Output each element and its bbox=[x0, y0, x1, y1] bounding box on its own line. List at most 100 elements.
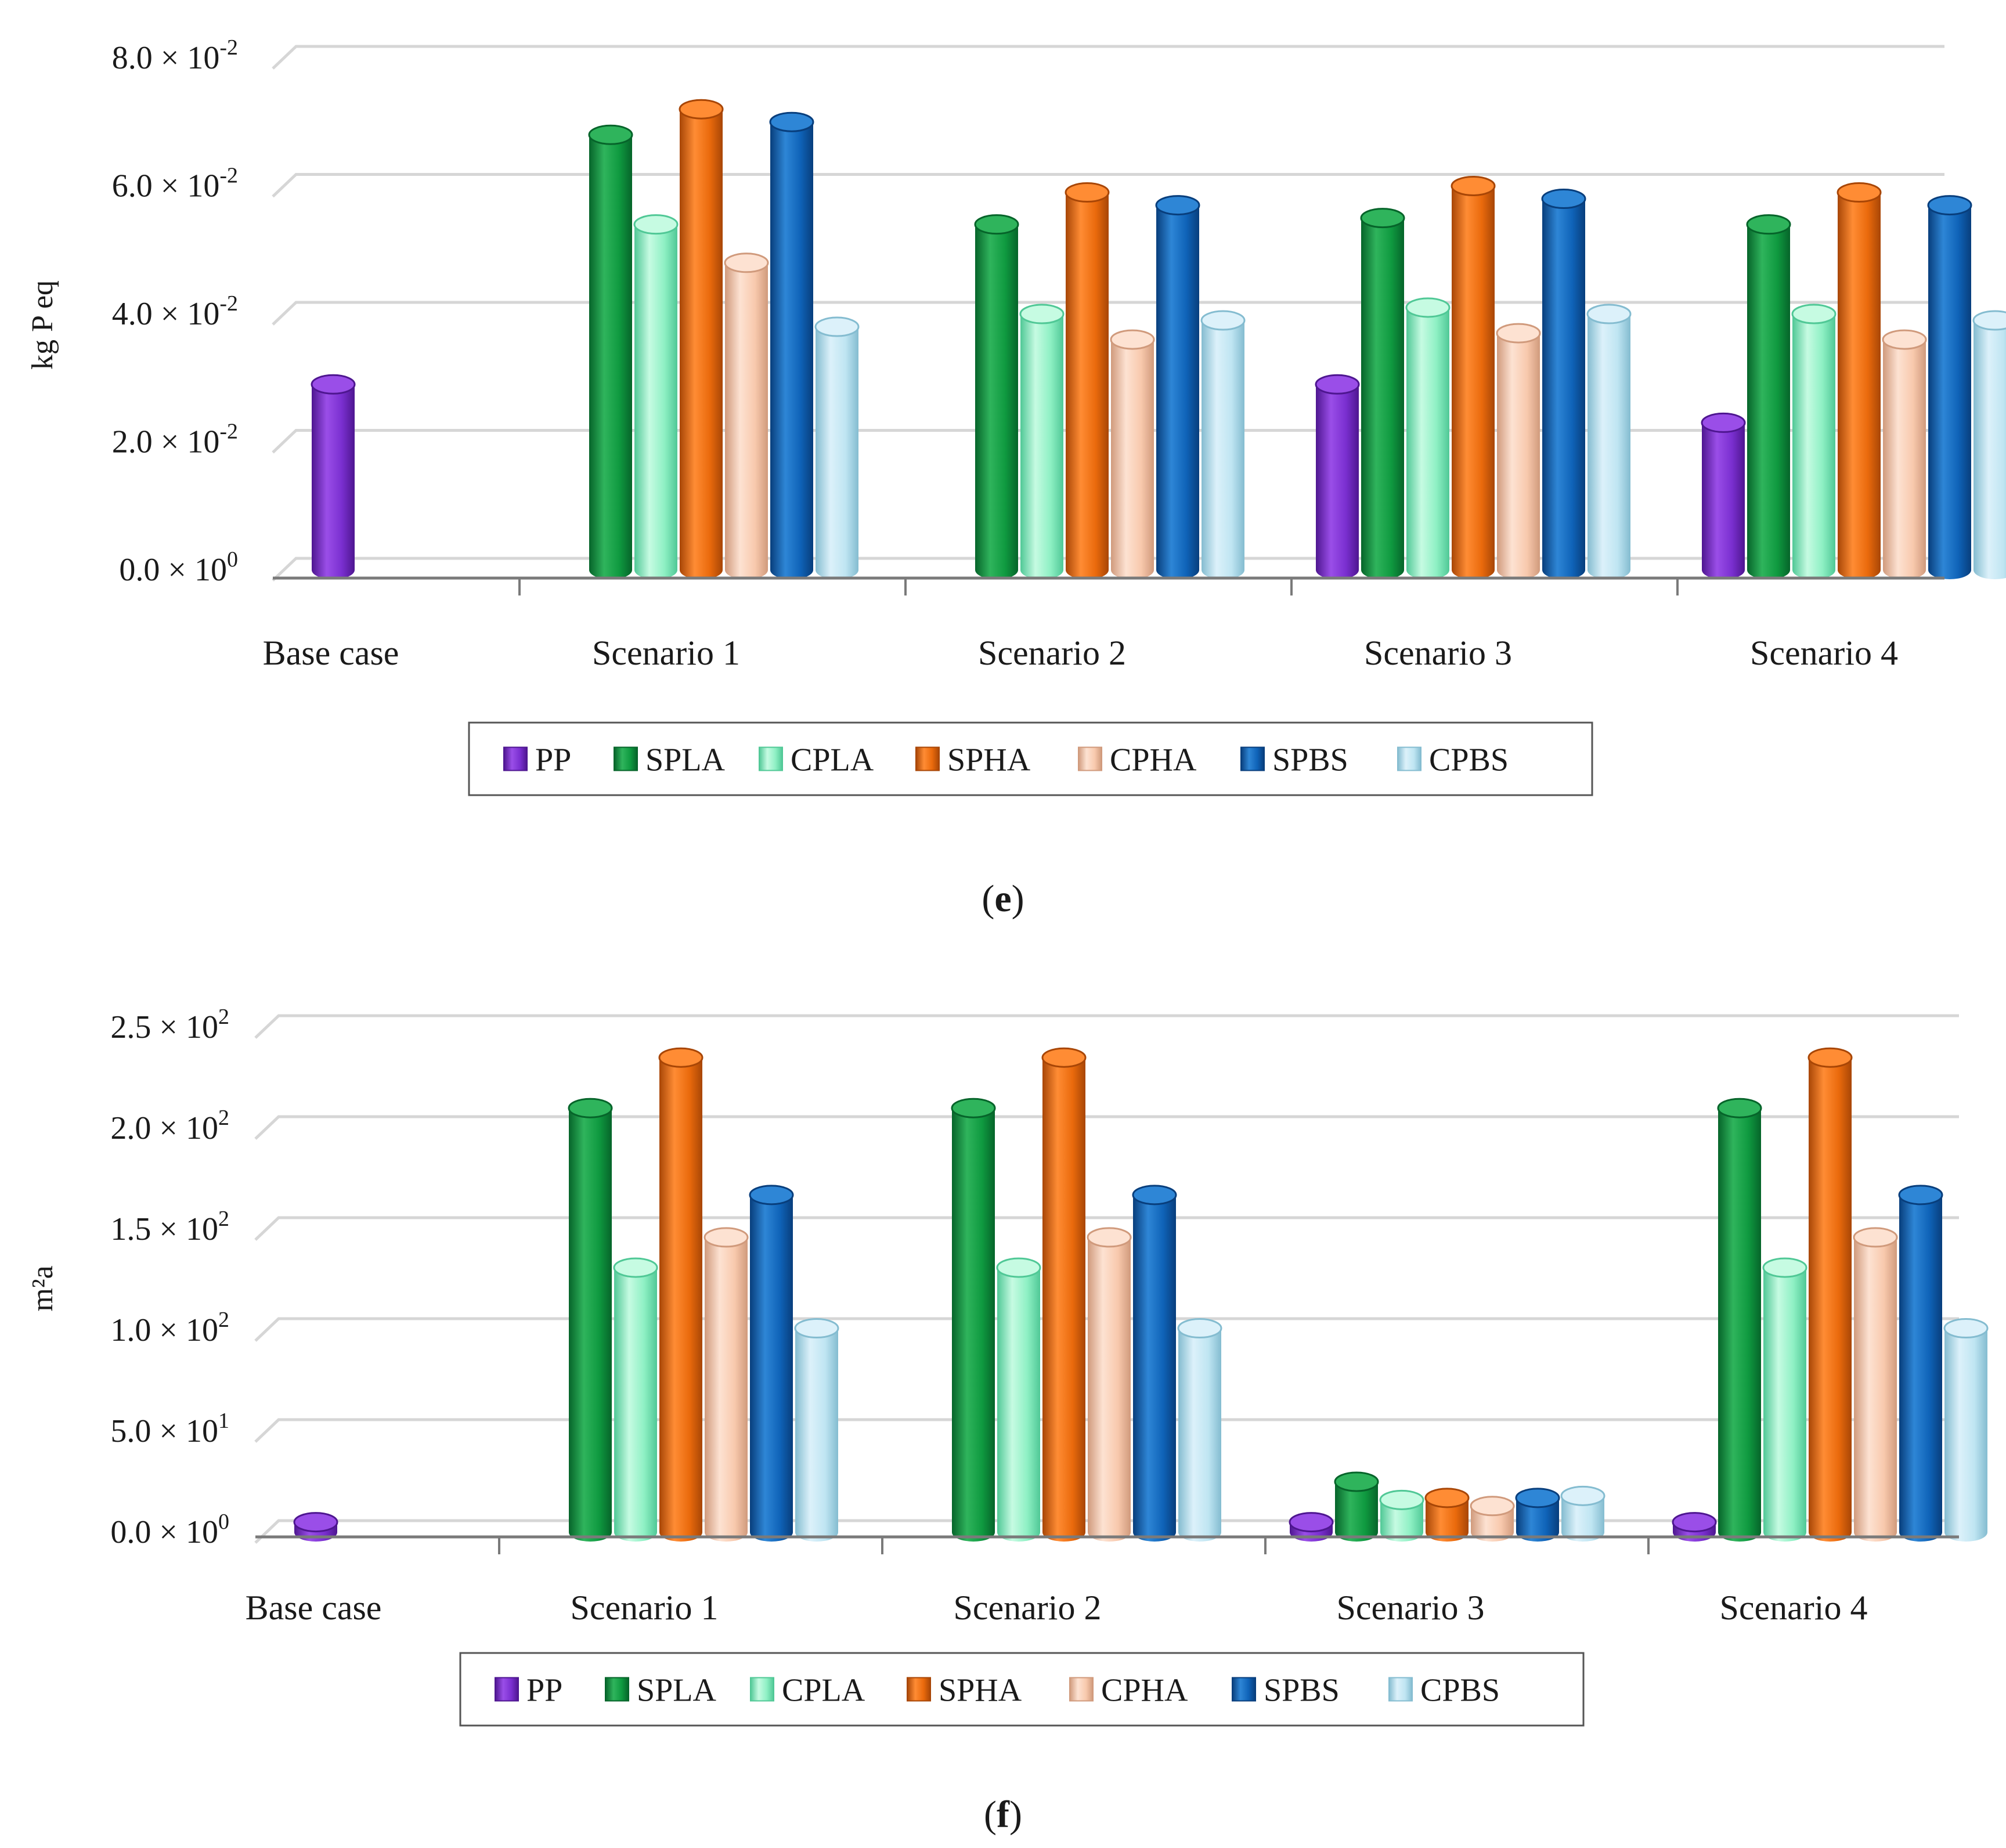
bar-cpha bbox=[1470, 1496, 1515, 1542]
legend-item-cpbs: CPBS bbox=[1388, 1673, 1500, 1709]
bar-body bbox=[1973, 320, 2006, 579]
y-axis-label: m²a bbox=[26, 1265, 59, 1311]
bar-cap bbox=[1470, 1496, 1515, 1517]
bar-spbs bbox=[1927, 195, 1972, 579]
bar-cap bbox=[1379, 1489, 1424, 1510]
bar-cpha bbox=[1853, 1227, 1898, 1542]
bar-cap bbox=[658, 1047, 703, 1068]
y-tick-label: 2.0 × 102 bbox=[110, 1106, 229, 1146]
bar-spla bbox=[974, 214, 1019, 579]
bar-cap bbox=[974, 214, 1019, 235]
bar-cap bbox=[1424, 1488, 1470, 1508]
bar-cpha bbox=[1110, 329, 1155, 579]
bar-cap bbox=[1315, 374, 1360, 395]
bar-cap bbox=[1132, 1185, 1177, 1205]
bar-cap bbox=[1882, 329, 1927, 350]
bar-cap bbox=[1853, 1227, 1898, 1248]
legend-label: SPBS bbox=[1272, 742, 1348, 778]
legend-item-spha: SPHA bbox=[907, 1673, 1022, 1709]
x-axis bbox=[255, 1535, 1959, 1554]
bar-body bbox=[1944, 1328, 1987, 1542]
bar-body bbox=[569, 1108, 612, 1542]
bar-cap bbox=[1041, 1047, 1087, 1068]
y-tick-label: 8.0 × 10-2 bbox=[112, 35, 238, 76]
bar-spla bbox=[568, 1098, 613, 1542]
x-tick-label: Scenario 1 bbox=[571, 1589, 719, 1627]
legend-item-spla: SPLA bbox=[614, 742, 725, 778]
bar-cap bbox=[1451, 176, 1496, 196]
legend-swatch bbox=[1232, 1677, 1256, 1702]
legend: PP SPLA CPLA SPHA CPHA SPBS CPBS bbox=[468, 721, 1593, 796]
x-tick-label: Scenario 4 bbox=[1750, 634, 1898, 672]
bar-spla bbox=[951, 1098, 996, 1542]
bar-body bbox=[795, 1328, 838, 1542]
legend-item-pp: PP bbox=[495, 1673, 562, 1709]
legend-label: CPBS bbox=[1429, 742, 1509, 778]
bar-body bbox=[1497, 333, 1540, 579]
bar-spbs bbox=[1898, 1185, 1943, 1542]
x-axis-tick-labels: Base case Scenario 1 Scenario 2 Scenario 3 S… bbox=[263, 634, 1898, 672]
y-tick-label: 4.0 × 10-2 bbox=[112, 291, 238, 332]
bar-cpla bbox=[633, 214, 679, 579]
bar-spha bbox=[1451, 176, 1496, 579]
y-tick-label: 1.0 × 102 bbox=[110, 1308, 229, 1348]
bar-cap bbox=[1541, 189, 1586, 210]
chart-panel-e: 0.0 × 100 2.0 × 10-2 4.0 × 10-2 6.0 × 10-2 8… bbox=[26, 35, 2006, 920]
panel-label: (e) bbox=[982, 878, 1024, 920]
x-tick-label: Scenario 4 bbox=[1720, 1589, 1868, 1627]
bar-cap bbox=[679, 99, 724, 120]
bar-body bbox=[1899, 1194, 1942, 1542]
bar-cap bbox=[633, 214, 679, 235]
legend-item-spla: SPLA bbox=[605, 1673, 716, 1709]
bar-cap bbox=[814, 316, 860, 337]
bar-spha bbox=[1837, 182, 1882, 579]
bar-cap bbox=[1177, 1318, 1222, 1339]
x-tick-label: Scenario 3 bbox=[1337, 1589, 1485, 1627]
bar-cap bbox=[1405, 297, 1451, 318]
bar-cap bbox=[1972, 310, 2006, 331]
bar-body bbox=[1020, 314, 1063, 579]
legend-swatch bbox=[907, 1677, 931, 1702]
bar-spla bbox=[1717, 1098, 1762, 1542]
legend-item-cpla: CPLA bbox=[750, 1673, 865, 1709]
bar-body bbox=[634, 224, 677, 579]
bar-spla bbox=[1746, 214, 1791, 579]
x-tick-label: Scenario 3 bbox=[1364, 634, 1512, 672]
legend-swatch bbox=[1069, 1677, 1094, 1702]
legend-item-spbs: SPBS bbox=[1232, 1673, 1340, 1709]
bar-cpla bbox=[1762, 1257, 1807, 1542]
bar-body bbox=[1406, 307, 1449, 579]
bar-spbs bbox=[1155, 195, 1200, 579]
bar-body bbox=[1792, 314, 1835, 579]
legend-swatch bbox=[1388, 1677, 1413, 1702]
bar-cpbs bbox=[1560, 1485, 1605, 1542]
bar-body bbox=[997, 1268, 1040, 1542]
bar-cap bbox=[996, 1257, 1041, 1278]
bar-body bbox=[680, 109, 723, 579]
bar-spbs bbox=[769, 111, 814, 579]
bar-spla bbox=[1360, 208, 1405, 579]
bar-cap bbox=[749, 1185, 794, 1205]
bar-cpla bbox=[1791, 304, 1837, 579]
y-tick-label: 2.5 × 102 bbox=[110, 1005, 229, 1045]
svg-text:(e): (e) bbox=[982, 878, 1024, 920]
bar-cap bbox=[1701, 412, 1746, 433]
legend-swatch bbox=[605, 1677, 629, 1702]
bar-cpla bbox=[1379, 1489, 1424, 1542]
bar-body bbox=[770, 122, 813, 579]
legend-label: SPLA bbox=[637, 1673, 716, 1709]
bar-cpbs bbox=[814, 316, 860, 579]
bar-cpbs bbox=[1586, 304, 1632, 579]
x-axis-tick-labels: Base case Scenario 1 Scenario 2 Scenario 3 S… bbox=[246, 1589, 1868, 1627]
bar-pp bbox=[1701, 412, 1746, 579]
x-tick-label: Scenario 1 bbox=[592, 634, 740, 672]
bar-body bbox=[1178, 1328, 1221, 1542]
legend-item-spha: SPHA bbox=[915, 742, 1031, 778]
legend-label: CPLA bbox=[782, 1673, 865, 1709]
bar-cpha bbox=[1087, 1227, 1132, 1542]
bar-cap bbox=[1837, 182, 1882, 203]
x-tick-label: Scenario 2 bbox=[978, 634, 1126, 672]
bar-body bbox=[1111, 340, 1154, 579]
bar-cpha bbox=[1496, 323, 1541, 579]
legend-label: PP bbox=[526, 1673, 562, 1709]
